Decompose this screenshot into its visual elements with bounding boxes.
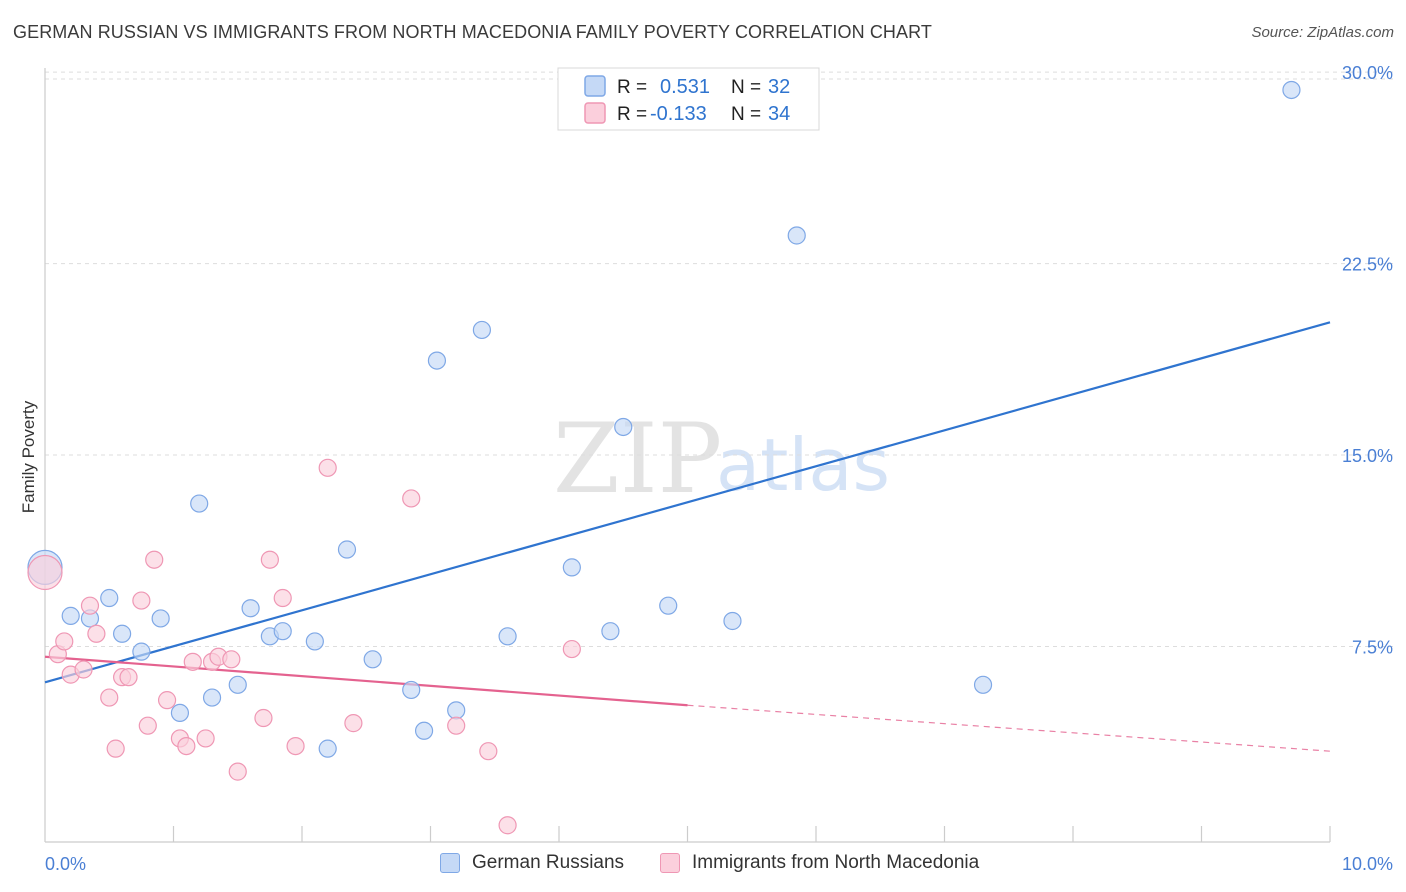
- stats-n-value-2: 34: [768, 103, 790, 125]
- point-german-russians: [414, 721, 434, 740]
- point-north-macedonia: [498, 816, 517, 835]
- stats-r-value-1: 0.531: [660, 76, 710, 98]
- point-german-russians: [614, 417, 633, 437]
- trend-line-north-macedonia: [44, 655, 688, 707]
- point-north-macedonia: [80, 596, 100, 615]
- stats-n-value-1: 32: [768, 76, 790, 98]
- point-north-macedonia: [132, 591, 151, 610]
- trend-line-german-russians: [44, 321, 1331, 684]
- point-north-macedonia: [260, 550, 279, 569]
- point-german-russians: [447, 701, 466, 720]
- point-north-macedonia: [447, 716, 466, 735]
- watermark-zip: ZIP: [553, 403, 722, 515]
- point-german-russians: [1282, 80, 1301, 100]
- point-german-russians: [202, 688, 222, 707]
- trend-lines: [44, 321, 1331, 752]
- x-tick-labels: 0.0% 10.0%: [45, 854, 1393, 874]
- point-north-macedonia: [479, 742, 498, 761]
- legend-item-german-russians: German Russians: [440, 852, 624, 874]
- point-german-russians: [132, 642, 151, 661]
- point-german-russians: [723, 611, 742, 631]
- chart-source: Source: ZipAtlas.com: [1251, 24, 1394, 41]
- point-north-macedonia: [344, 714, 363, 733]
- legend-swatch-pink: [660, 853, 680, 873]
- stats-legend-swatch-pink: [584, 102, 606, 124]
- point-german-russians: [601, 622, 620, 641]
- point-north-macedonia: [27, 554, 63, 591]
- legend-label-north-macedonia: Immigrants from North Macedonia: [692, 852, 980, 873]
- point-german-russians: [498, 627, 517, 646]
- point-north-macedonia: [562, 639, 581, 659]
- point-german-russians: [151, 609, 170, 628]
- trend-line-north-macedonia-extrapolated: [687, 704, 1331, 752]
- stats-legend-swatch-blue: [584, 75, 606, 97]
- point-north-macedonia: [254, 708, 273, 728]
- point-north-macedonia: [87, 624, 106, 643]
- axes: [44, 68, 1331, 843]
- y-tick-label: 22.5%: [1342, 255, 1393, 275]
- point-north-macedonia: [157, 691, 177, 710]
- point-german-russians: [363, 650, 382, 669]
- point-german-russians: [170, 703, 190, 723]
- legend-item-north-macedonia: Immigrants from North Macedonia: [660, 852, 979, 874]
- point-german-russians: [659, 596, 678, 615]
- point-north-macedonia: [74, 660, 93, 679]
- point-german-russians: [61, 606, 80, 625]
- watermark: ZIP atlas: [553, 403, 890, 515]
- point-north-macedonia: [222, 650, 241, 669]
- point-north-macedonia: [286, 736, 305, 756]
- point-north-macedonia: [318, 458, 337, 477]
- gridlines: [45, 71, 1393, 648]
- stats-n-label-1: N =: [731, 77, 761, 98]
- point-german-russians: [273, 622, 292, 641]
- point-german-russians: [472, 320, 491, 340]
- y-tick-label: 15.0%: [1342, 446, 1393, 466]
- legend-swatch-blue: [440, 853, 460, 873]
- point-german-russians: [305, 632, 324, 651]
- point-north-macedonia: [177, 736, 196, 756]
- point-german-russians: [787, 226, 806, 245]
- point-north-macedonia: [273, 588, 292, 608]
- point-german-russians: [337, 540, 357, 559]
- point-north-macedonia: [228, 762, 247, 781]
- point-german-russians: [318, 739, 337, 758]
- point-north-macedonia: [138, 716, 157, 735]
- y-tick-label: 30.0%: [1342, 63, 1393, 83]
- legend-label-german-russians: German Russians: [472, 852, 625, 873]
- point-north-macedonia: [196, 729, 215, 748]
- point-north-macedonia: [183, 652, 202, 671]
- point-north-macedonia: [402, 489, 421, 508]
- stats-r-label-1: R =: [617, 77, 647, 98]
- point-german-russians: [427, 351, 447, 370]
- point-german-russians: [112, 624, 132, 643]
- point-german-russians: [190, 494, 209, 513]
- point-german-russians: [100, 588, 119, 608]
- point-north-macedonia: [106, 739, 125, 758]
- point-german-russians: [228, 675, 247, 694]
- stats-r-label-2: R =: [617, 104, 647, 125]
- point-north-macedonia: [145, 550, 164, 569]
- point-german-russians: [241, 599, 260, 618]
- point-german-russians: [973, 675, 993, 694]
- data-points: [27, 80, 1301, 835]
- x-tick-label: 0.0%: [45, 854, 86, 874]
- point-german-russians: [562, 558, 581, 577]
- chart-title: GERMAN RUSSIAN VS IMMIGRANTS FROM NORTH …: [13, 22, 932, 42]
- y-tick-label: 7.5%: [1352, 638, 1393, 658]
- point-german-russians: [402, 680, 421, 700]
- x-tick-label: 10.0%: [1342, 854, 1393, 874]
- y-tick-labels: 7.5% 15.0% 22.5% 30.0%: [1342, 63, 1393, 657]
- stats-r-value-2: -0.133: [650, 103, 707, 125]
- point-north-macedonia: [100, 688, 119, 707]
- watermark-atlas: atlas: [716, 423, 890, 507]
- y-axis-label: Family Poverty: [19, 400, 38, 513]
- stats-n-label-2: N =: [731, 104, 761, 125]
- point-north-macedonia: [119, 668, 138, 687]
- stats-legend: R = 0.531 N = 32 R = -0.133 N = 34: [557, 67, 820, 131]
- point-north-macedonia: [55, 632, 74, 651]
